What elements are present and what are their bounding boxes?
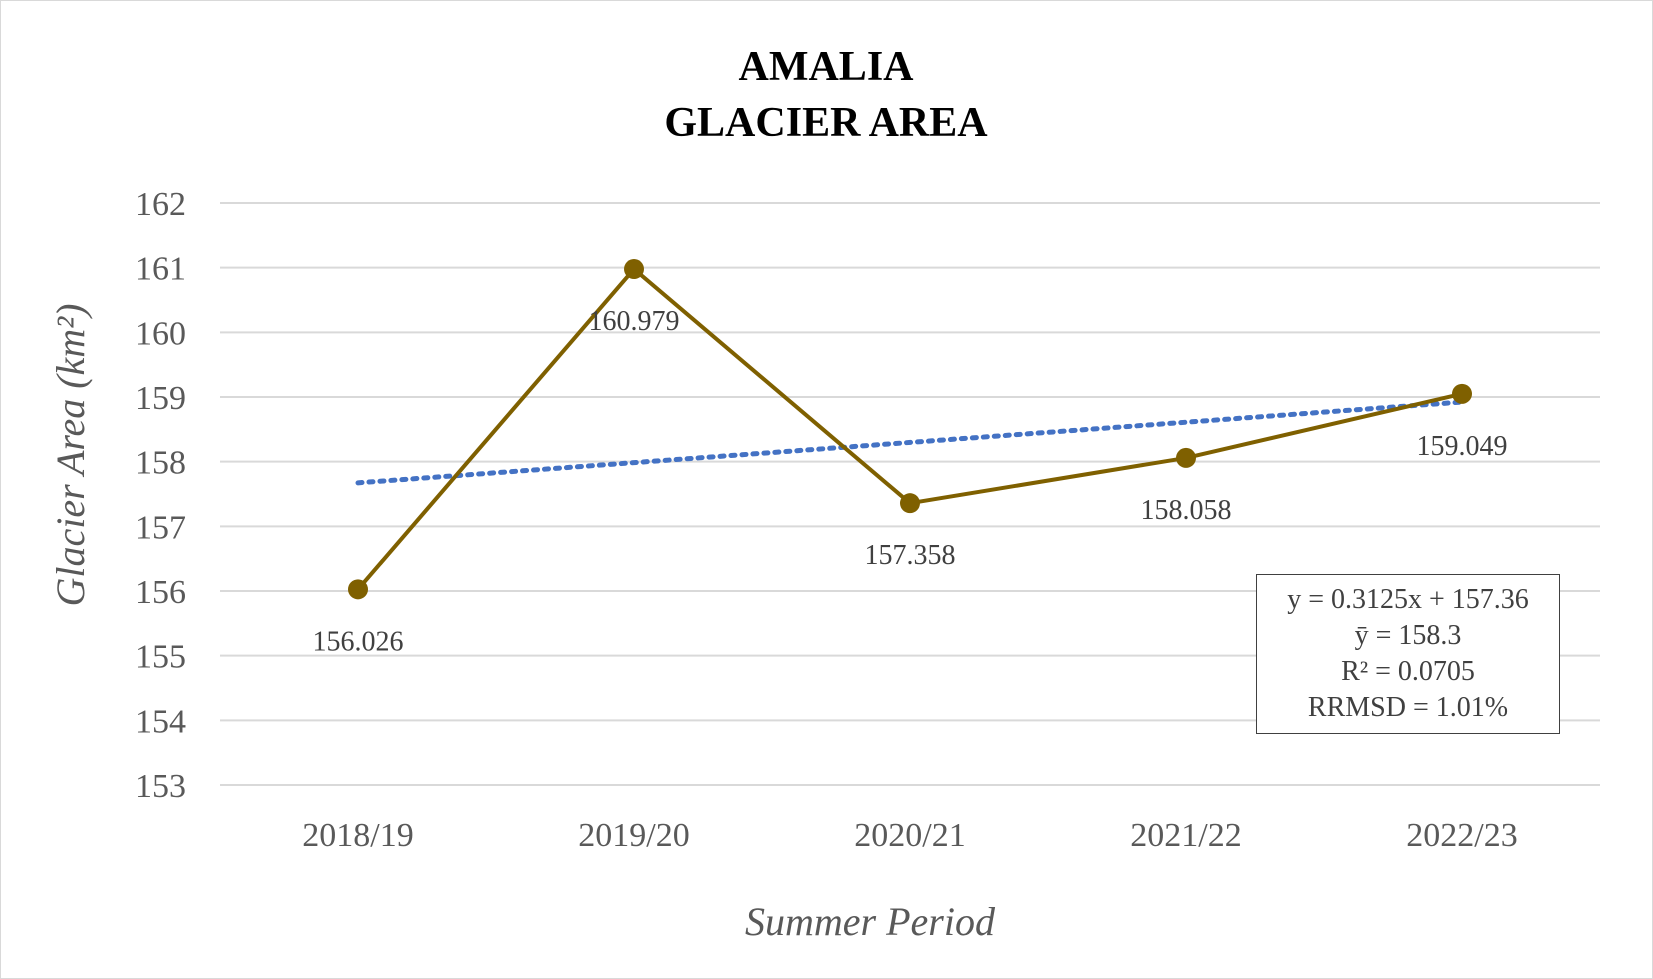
y-tick-label: 160 xyxy=(135,315,186,352)
y-tick-label: 156 xyxy=(135,574,186,611)
mean-value: ȳ = 158.3 xyxy=(1354,620,1462,651)
rrmsd-value: RRMSD = 1.01% xyxy=(1307,692,1509,723)
y-tick-label: 161 xyxy=(135,251,186,288)
y-tick-label: 159 xyxy=(135,380,186,417)
chart-title-line-1: AMALIA xyxy=(739,44,915,90)
y-tick-label: 153 xyxy=(135,768,186,805)
data-label: 157.358 xyxy=(865,540,956,571)
x-tick-label: 2018/19 xyxy=(302,817,413,854)
data-point xyxy=(624,259,644,280)
y-tick-label: 154 xyxy=(135,703,186,740)
regression-equation: y = 0.3125x + 157.36 xyxy=(1287,584,1529,615)
x-tick-label: 2022/23 xyxy=(1406,817,1517,854)
x-tick-label: 2021/22 xyxy=(1130,817,1241,854)
x-tick-label: 2020/21 xyxy=(854,817,965,854)
regression-stats-box: y = 0.3125x + 157.36 ȳ = 158.3 R² = 0.07… xyxy=(1256,574,1560,734)
trendline-layer xyxy=(355,399,1465,486)
y-axis-title: Glacier Area (km²) xyxy=(48,303,93,606)
y-tick-label: 157 xyxy=(135,509,186,546)
x-axis-ticks: 2018/19 2019/20 2020/21 2021/22 2022/23 xyxy=(302,817,1517,854)
series-layer xyxy=(348,259,1472,600)
data-point xyxy=(1176,447,1196,468)
chart-title-line-2: GLACIER AREA xyxy=(664,100,988,146)
data-label: 158.058 xyxy=(1141,495,1232,526)
gridlines xyxy=(220,202,1600,786)
y-tick-label: 158 xyxy=(135,445,186,482)
data-label: 159.049 xyxy=(1417,431,1508,462)
data-point xyxy=(348,579,368,600)
y-axis-ticks: 153 154 155 156 157 158 159 160 161 162 xyxy=(135,186,186,805)
x-tick-label: 2019/20 xyxy=(578,817,689,854)
data-label: 156.026 xyxy=(313,626,404,657)
data-label: 160.979 xyxy=(589,306,680,337)
trendline xyxy=(355,399,1465,486)
y-tick-label: 155 xyxy=(135,639,186,676)
y-tick-label: 162 xyxy=(135,186,186,223)
data-labels: 156.026 160.979 157.358 158.058 159.049 xyxy=(313,306,1508,657)
data-point xyxy=(900,493,920,514)
r-squared: R² = 0.0705 xyxy=(1341,656,1475,687)
data-point xyxy=(1452,383,1472,404)
x-axis-title: Summer Period xyxy=(745,899,996,944)
